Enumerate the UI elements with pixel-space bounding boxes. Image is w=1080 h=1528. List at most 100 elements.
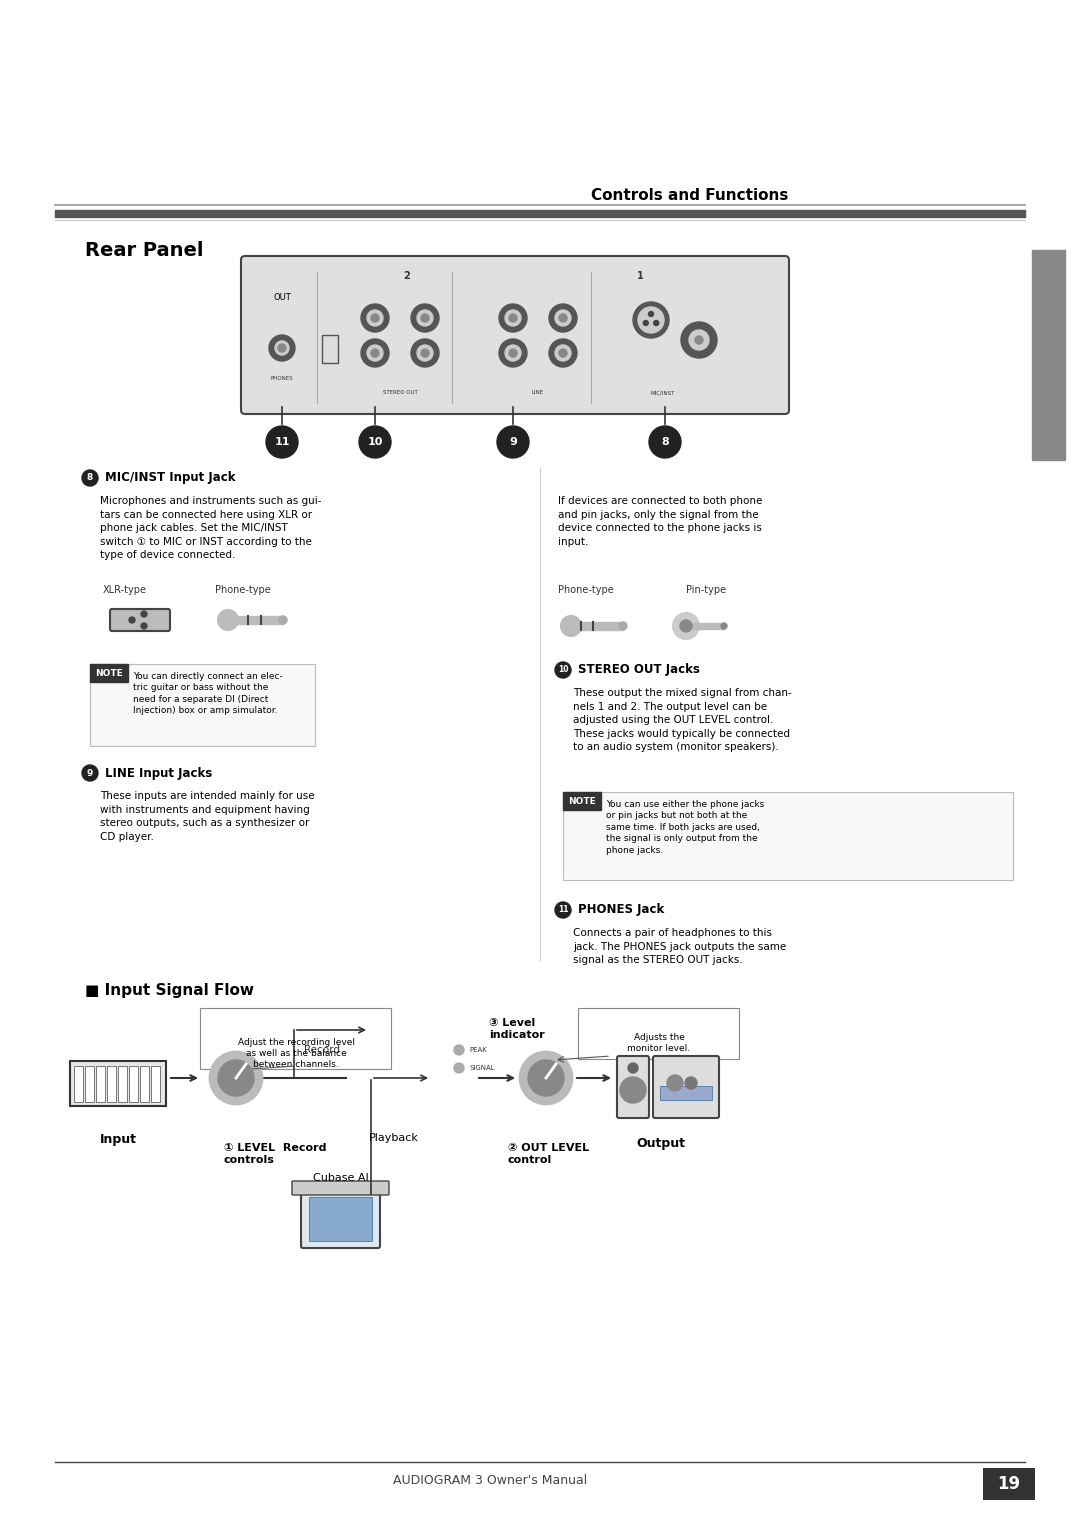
Circle shape bbox=[619, 622, 627, 630]
Circle shape bbox=[633, 303, 669, 338]
Text: 9: 9 bbox=[509, 437, 517, 448]
Text: XLR-type: XLR-type bbox=[103, 585, 147, 594]
Text: PHONES: PHONES bbox=[271, 376, 294, 380]
Text: Pin-type: Pin-type bbox=[686, 585, 726, 594]
Bar bbox=[70, 1060, 166, 1106]
Text: PHONES Jack: PHONES Jack bbox=[578, 903, 664, 917]
Text: Controls and Functions: Controls and Functions bbox=[592, 188, 788, 203]
Circle shape bbox=[689, 330, 708, 350]
Circle shape bbox=[680, 620, 692, 633]
Circle shape bbox=[549, 339, 577, 367]
Circle shape bbox=[497, 426, 529, 458]
Circle shape bbox=[721, 623, 727, 630]
Circle shape bbox=[279, 616, 287, 623]
Circle shape bbox=[648, 312, 653, 316]
Text: OUT: OUT bbox=[273, 293, 291, 303]
Circle shape bbox=[454, 1063, 464, 1073]
Text: Output: Output bbox=[636, 1137, 686, 1149]
Text: Adjusts the
monitor level.: Adjusts the monitor level. bbox=[627, 1033, 690, 1053]
Circle shape bbox=[275, 341, 289, 354]
Bar bbox=[118, 1067, 127, 1102]
Circle shape bbox=[417, 345, 433, 361]
Circle shape bbox=[359, 426, 391, 458]
Circle shape bbox=[367, 345, 383, 361]
Circle shape bbox=[218, 1060, 254, 1096]
Text: STEREO OUT Jacks: STEREO OUT Jacks bbox=[578, 663, 700, 677]
Text: SIGNAL: SIGNAL bbox=[469, 1065, 495, 1071]
Bar bbox=[75, 1067, 83, 1102]
Circle shape bbox=[559, 313, 567, 322]
Circle shape bbox=[555, 310, 571, 325]
Circle shape bbox=[129, 617, 135, 623]
Circle shape bbox=[499, 304, 527, 332]
Circle shape bbox=[696, 336, 703, 344]
Bar bbox=[96, 1067, 105, 1102]
FancyBboxPatch shape bbox=[90, 665, 315, 746]
Circle shape bbox=[505, 345, 521, 361]
Bar bbox=[228, 616, 283, 623]
Circle shape bbox=[269, 335, 295, 361]
Circle shape bbox=[266, 426, 298, 458]
FancyBboxPatch shape bbox=[241, 257, 789, 414]
Circle shape bbox=[627, 1063, 638, 1073]
Bar bbox=[1032, 251, 1065, 460]
FancyBboxPatch shape bbox=[200, 1008, 391, 1070]
Text: Microphones and instruments such as gui-
tars can be connected here using XLR or: Microphones and instruments such as gui-… bbox=[100, 497, 322, 561]
Circle shape bbox=[454, 1045, 464, 1054]
Circle shape bbox=[210, 1051, 262, 1105]
FancyBboxPatch shape bbox=[617, 1056, 649, 1118]
Bar bbox=[571, 622, 623, 630]
Text: These output the mixed signal from chan-
nels 1 and 2. The output level can be
a: These output the mixed signal from chan-… bbox=[573, 688, 792, 752]
Circle shape bbox=[218, 610, 238, 630]
Circle shape bbox=[505, 310, 521, 325]
Circle shape bbox=[509, 313, 517, 322]
Circle shape bbox=[555, 662, 571, 678]
Bar bbox=[140, 1067, 149, 1102]
Circle shape bbox=[620, 1077, 646, 1103]
Bar bbox=[309, 1196, 372, 1241]
Bar bbox=[90, 665, 129, 681]
Circle shape bbox=[555, 345, 571, 361]
Circle shape bbox=[549, 304, 577, 332]
Bar bbox=[322, 335, 338, 364]
Text: Phone-type: Phone-type bbox=[215, 585, 271, 594]
Circle shape bbox=[499, 339, 527, 367]
Text: 1: 1 bbox=[636, 270, 644, 281]
Circle shape bbox=[141, 611, 147, 617]
Circle shape bbox=[417, 310, 433, 325]
Text: 11: 11 bbox=[557, 906, 568, 914]
Circle shape bbox=[361, 304, 389, 332]
Text: LINE: LINE bbox=[532, 391, 544, 396]
Text: You can use either the phone jacks
or pin jacks but not both at the
same time. I: You can use either the phone jacks or pi… bbox=[606, 801, 765, 854]
Text: Cubase AI: Cubase AI bbox=[313, 1174, 369, 1183]
Bar bbox=[107, 1067, 116, 1102]
FancyBboxPatch shape bbox=[578, 1008, 739, 1059]
Circle shape bbox=[421, 348, 429, 358]
Circle shape bbox=[411, 339, 438, 367]
Circle shape bbox=[278, 344, 286, 351]
Text: ■ Input Signal Flow: ■ Input Signal Flow bbox=[85, 983, 254, 998]
Circle shape bbox=[649, 426, 681, 458]
Text: You can directly connect an elec-
tric guitar or bass without the
need for a sep: You can directly connect an elec- tric g… bbox=[133, 672, 283, 715]
Circle shape bbox=[685, 1077, 697, 1089]
Circle shape bbox=[555, 902, 571, 918]
Text: ② OUT LEVEL
control: ② OUT LEVEL control bbox=[508, 1143, 589, 1164]
Circle shape bbox=[509, 348, 517, 358]
Text: ① LEVEL  Record
controls: ① LEVEL Record controls bbox=[224, 1143, 326, 1164]
Circle shape bbox=[411, 304, 438, 332]
Text: LINE Input Jacks: LINE Input Jacks bbox=[105, 767, 213, 779]
Text: AUDIOGRAM 3 Owner's Manual: AUDIOGRAM 3 Owner's Manual bbox=[393, 1473, 588, 1487]
Text: If devices are connected to both phone
and pin jacks, only the signal from the
d: If devices are connected to both phone a… bbox=[558, 497, 762, 547]
FancyBboxPatch shape bbox=[292, 1181, 389, 1195]
Circle shape bbox=[82, 471, 98, 486]
Circle shape bbox=[421, 313, 429, 322]
Text: PEAK: PEAK bbox=[469, 1047, 487, 1053]
Text: Connects a pair of headphones to this
jack. The PHONES jack outputs the same
sig: Connects a pair of headphones to this ja… bbox=[573, 927, 786, 966]
Bar bbox=[660, 1086, 712, 1100]
Text: 2: 2 bbox=[404, 270, 410, 281]
Circle shape bbox=[644, 321, 648, 325]
Bar bbox=[129, 1067, 138, 1102]
Circle shape bbox=[528, 1060, 564, 1096]
Text: 19: 19 bbox=[998, 1475, 1021, 1493]
FancyBboxPatch shape bbox=[301, 1189, 380, 1248]
